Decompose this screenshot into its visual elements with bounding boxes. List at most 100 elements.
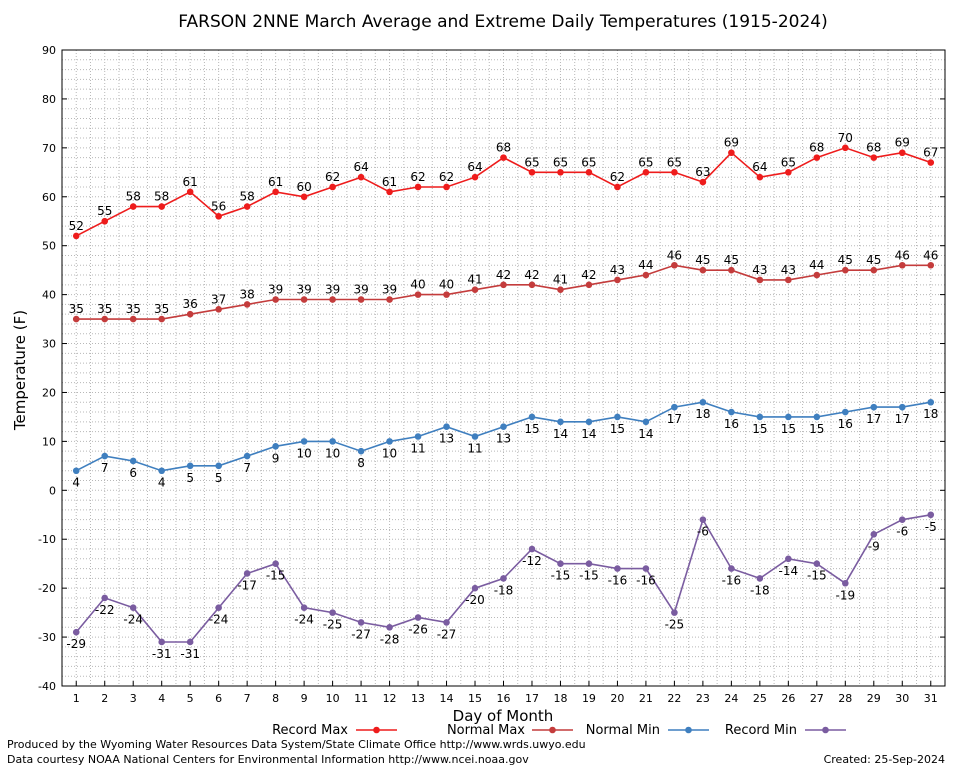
data-label: 69: [724, 136, 739, 150]
data-label: 15: [610, 422, 625, 436]
data-point: [500, 281, 507, 289]
data-label: 67: [923, 146, 938, 160]
data-label: -15: [579, 569, 599, 583]
data-label: 10: [382, 446, 397, 460]
data-label: 58: [154, 190, 169, 204]
data-point: [728, 565, 735, 572]
x-tick-label: 6: [215, 692, 222, 705]
data-label: 15: [781, 422, 796, 436]
y-tick-label: 30: [42, 338, 56, 351]
data-point: [72, 467, 80, 475]
legend-label: Normal Max: [447, 723, 525, 738]
data-label: 41: [467, 273, 482, 287]
data-point: [329, 296, 336, 303]
data-point: [671, 403, 678, 411]
data-point: [842, 408, 849, 416]
footer-produced-by: Produced by the Wyoming Water Resources …: [7, 738, 586, 751]
data-point: [300, 296, 308, 303]
data-point: [614, 413, 621, 421]
data-label: 10: [325, 446, 340, 460]
data-point: [101, 217, 109, 225]
x-tick-label: 30: [895, 692, 909, 705]
data-point: [300, 604, 308, 612]
y-tick-label: -20: [38, 582, 56, 595]
x-tick-label: 29: [867, 692, 881, 705]
data-label: 15: [752, 422, 767, 436]
data-point: [585, 169, 593, 176]
data-point: [870, 403, 878, 411]
y-axis-label: Temperature (F): [11, 310, 29, 431]
data-point: [357, 173, 365, 181]
y-tick-label: 20: [42, 386, 56, 399]
data-label: 65: [524, 155, 539, 169]
data-label: 35: [126, 302, 141, 316]
data-point: [813, 271, 821, 279]
data-label: 8: [357, 456, 365, 470]
x-tick-label: 2: [101, 692, 108, 705]
x-tick-label: 26: [781, 692, 795, 705]
data-label: 69: [895, 136, 910, 150]
data-point: [500, 154, 507, 161]
legend-label: Normal Min: [586, 723, 660, 738]
data-label: 65: [553, 155, 568, 169]
data-point: [642, 169, 650, 176]
data-point: [243, 452, 251, 460]
data-label: 68: [496, 141, 511, 155]
legend-swatch-marker: [822, 726, 829, 734]
x-tick-label: 11: [354, 692, 368, 705]
data-point: [186, 310, 194, 318]
data-point: [243, 570, 251, 577]
data-point: [642, 271, 650, 279]
data-label: 39: [325, 283, 340, 297]
data-point: [671, 609, 678, 616]
data-point: [699, 178, 707, 186]
data-point: [528, 545, 536, 553]
data-point: [813, 560, 821, 567]
data-label: 39: [382, 283, 397, 297]
data-label: 11: [467, 441, 482, 455]
data-label: -15: [266, 569, 286, 583]
data-label: -31: [152, 647, 172, 661]
data-label: -27: [351, 627, 371, 641]
data-label: -29: [66, 637, 86, 651]
data-label: 62: [325, 170, 340, 184]
data-label: 61: [183, 175, 198, 189]
data-point: [585, 560, 593, 567]
data-label: -28: [380, 632, 400, 646]
data-label: 46: [923, 248, 938, 262]
data-label: -24: [209, 613, 229, 627]
data-point: [72, 315, 80, 323]
data-label: 62: [439, 170, 454, 184]
data-label: -6: [697, 525, 709, 539]
data-label: -31: [180, 647, 200, 661]
data-label: 17: [667, 412, 682, 426]
data-point: [471, 173, 479, 181]
data-label: 36: [183, 297, 198, 311]
data-label: -18: [494, 583, 514, 597]
data-label: -19: [836, 588, 856, 602]
data-point: [272, 560, 279, 567]
data-label: 17: [866, 412, 881, 426]
data-point: [642, 418, 650, 426]
data-point: [699, 266, 707, 274]
data-label: 18: [923, 407, 938, 421]
data-point: [528, 281, 536, 289]
data-point: [329, 438, 336, 445]
data-point: [614, 565, 621, 572]
legend-label: Record Max: [272, 723, 348, 738]
x-axis-label: Day of Month: [453, 707, 554, 725]
legend: Record Max Normal Max Normal Min Record Min: [272, 723, 846, 738]
x-tick-label: 7: [244, 692, 251, 705]
data-point: [158, 467, 165, 475]
data-label: 62: [410, 170, 425, 184]
data-point: [699, 398, 707, 406]
data-label: 16: [724, 417, 739, 431]
data-point: [842, 144, 849, 152]
footer-created: Created: 25-Sep-2024: [823, 753, 945, 766]
data-label: 58: [126, 190, 141, 204]
data-point: [898, 261, 906, 269]
y-tick-label: 90: [42, 44, 56, 57]
y-tick-label: -10: [38, 533, 56, 546]
data-point: [471, 433, 479, 440]
data-label: 42: [496, 268, 511, 282]
